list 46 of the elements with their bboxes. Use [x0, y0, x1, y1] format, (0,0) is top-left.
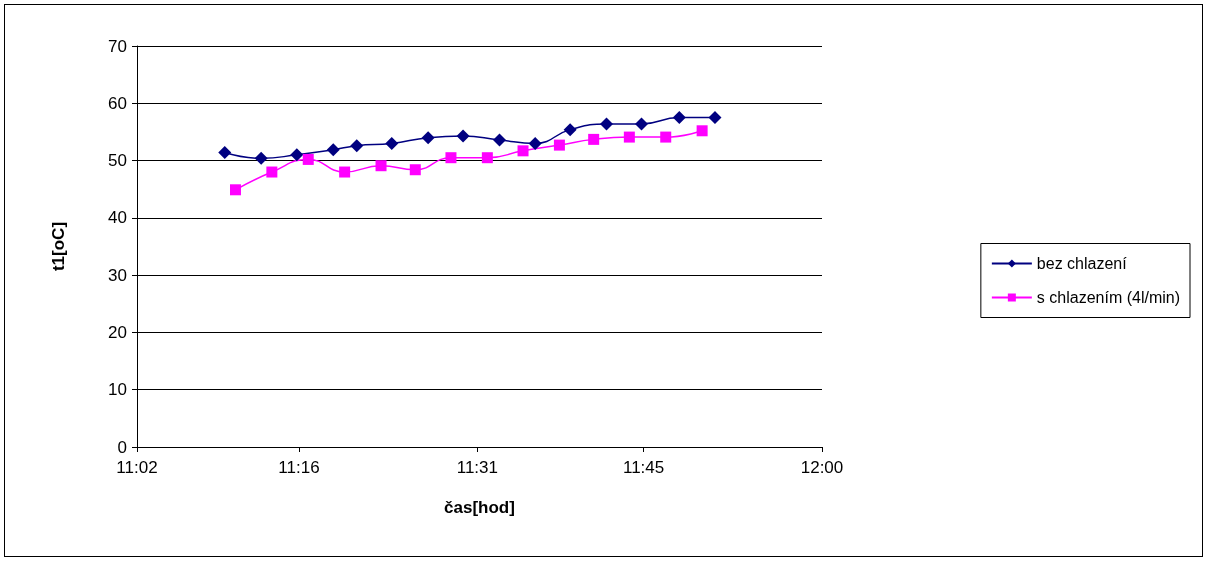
point [481, 152, 493, 164]
point [528, 136, 542, 150]
point [326, 143, 340, 157]
point [623, 131, 635, 143]
point [290, 148, 304, 162]
legend-label: s chlazením (4l/min) [1036, 289, 1181, 306]
point [600, 117, 614, 131]
x-tick-label: 11:45 [622, 458, 665, 477]
point [375, 160, 387, 172]
y-axis-title: t1[oC] [49, 221, 68, 272]
y-tick-label: 50 [108, 151, 127, 171]
point [421, 131, 435, 145]
point [492, 133, 506, 147]
y-tick-label: 10 [108, 380, 127, 400]
point [218, 146, 232, 160]
y-tick-label: 30 [108, 265, 127, 285]
y-tick-label: 0 [117, 437, 127, 457]
legend-label: bez chlazení [1036, 255, 1128, 272]
x-axis-title: čas[hod] [444, 498, 515, 517]
x-tick-label: 11:02 [116, 458, 158, 477]
point [350, 139, 364, 153]
point [254, 151, 268, 165]
point [445, 152, 457, 164]
point [229, 184, 241, 196]
y-tick-label: 70 [108, 36, 127, 56]
point [696, 125, 708, 137]
x-tick-label: 11:16 [278, 458, 320, 477]
point [517, 145, 529, 157]
y-tick-label: 40 [108, 208, 127, 228]
y-tick-label: 60 [108, 93, 127, 113]
point [660, 131, 672, 143]
x-tick-label: 11:31 [456, 458, 498, 477]
point [563, 123, 577, 137]
point [302, 153, 314, 165]
y-tick-label: 20 [108, 322, 127, 342]
point [339, 166, 351, 178]
point [708, 111, 722, 125]
x-tick-label: 12:00 [800, 458, 844, 477]
point [385, 136, 399, 150]
point [409, 164, 421, 176]
point [634, 117, 648, 131]
point [553, 139, 565, 151]
point [266, 166, 278, 178]
point [456, 129, 470, 143]
point [672, 111, 686, 125]
point [588, 133, 600, 145]
